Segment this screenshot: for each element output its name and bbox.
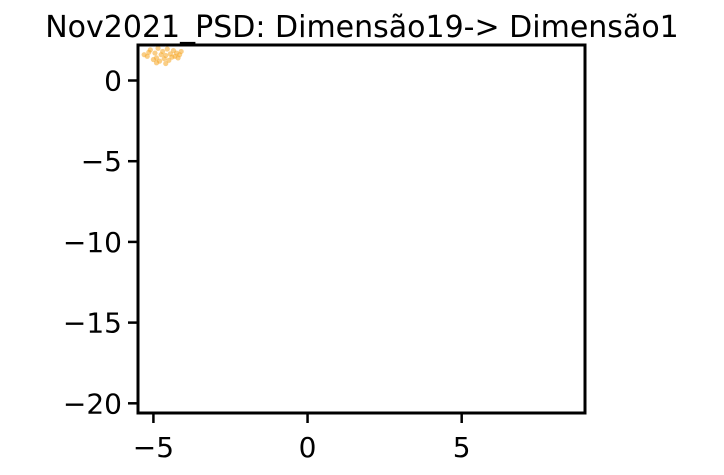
y-tick-label: −15 bbox=[63, 307, 122, 340]
scatter-point bbox=[163, 60, 169, 67]
scatter-point bbox=[144, 53, 150, 59]
x-tick-label: 0 bbox=[299, 431, 317, 464]
scatter-point bbox=[153, 55, 160, 61]
x-tick-label: −5 bbox=[133, 431, 174, 464]
scatter-point bbox=[160, 48, 166, 55]
y-tick-label: −5 bbox=[81, 145, 122, 178]
x-tick-label: 5 bbox=[453, 431, 471, 464]
y-tick-label: 0 bbox=[104, 65, 122, 98]
scatter-point bbox=[152, 50, 158, 56]
scatter-points bbox=[141, 45, 184, 67]
axes-frame bbox=[136, 43, 587, 415]
scatter-point bbox=[164, 46, 170, 52]
scatter-point bbox=[163, 52, 169, 59]
chart-title: Nov2021_PSD: Dimensão19-> Dimensão1 bbox=[45, 10, 679, 45]
scatter-point bbox=[166, 57, 172, 63]
y-tick-label: −20 bbox=[63, 387, 122, 420]
y-axis-ticks: 0 −5 −10 −15 −20 bbox=[63, 65, 138, 420]
y-tick-label: −10 bbox=[63, 226, 122, 259]
scatter-point bbox=[153, 60, 160, 66]
scatter-point bbox=[146, 49, 152, 55]
scatter-point bbox=[178, 48, 184, 55]
x-axis-ticks: −5 0 5 bbox=[133, 413, 471, 464]
scatter-point bbox=[155, 45, 161, 51]
